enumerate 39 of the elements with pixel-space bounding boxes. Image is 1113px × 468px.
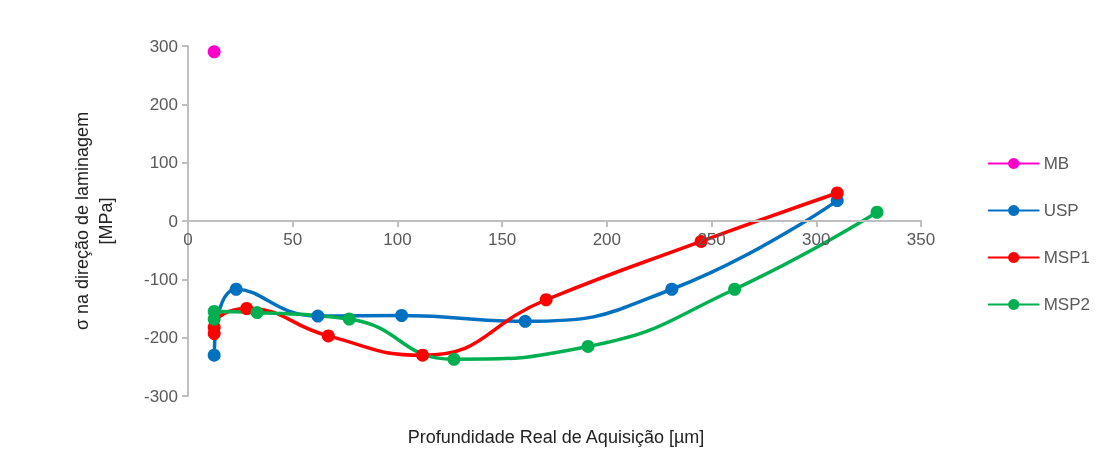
- point: [207, 304, 221, 318]
- legend-label: MSP2: [1043, 295, 1090, 314]
- x-tick-label: 150: [487, 230, 517, 249]
- point: [447, 352, 461, 366]
- x-tick-label: 100: [383, 230, 412, 249]
- point: [416, 348, 430, 362]
- y-tick-label: 100: [149, 153, 178, 173]
- point: [830, 186, 844, 200]
- point: [518, 314, 532, 328]
- point: [311, 309, 325, 323]
- y-axis-title: σ na direção de laminagem [MPa]: [72, 111, 116, 331]
- point: [207, 45, 221, 59]
- point: [539, 293, 553, 307]
- y-tick-label: 0: [168, 211, 178, 231]
- x-tick-label: 200: [592, 230, 622, 249]
- point: [395, 309, 409, 322]
- point: [728, 282, 742, 296]
- point: [321, 329, 335, 343]
- y-tick-label: 200: [149, 94, 178, 114]
- x-tick-label: 350: [906, 230, 936, 249]
- point: [240, 302, 254, 315]
- x-axis-title: Profundidade Real de Aquisição [µm]: [407, 427, 705, 447]
- x-tick-label: 0: [183, 230, 193, 249]
- point: [207, 348, 221, 362]
- point: [250, 306, 264, 320]
- point: [870, 205, 884, 219]
- legend-label: MB: [1043, 154, 1070, 173]
- y-tick-label: -300: [143, 386, 178, 406]
- point: [581, 339, 595, 353]
- x-tick-label: 50: [283, 230, 303, 249]
- point: [342, 312, 356, 326]
- y-tick-label: 300: [149, 36, 178, 56]
- legend-label: USP: [1043, 201, 1079, 220]
- point: [229, 282, 243, 296]
- x-tick-label: 300: [802, 230, 831, 249]
- point: [665, 282, 679, 296]
- y-tick-label: -100: [143, 269, 178, 289]
- legend-label: MSP1: [1043, 248, 1090, 267]
- y-tick-label: -200: [143, 328, 178, 348]
